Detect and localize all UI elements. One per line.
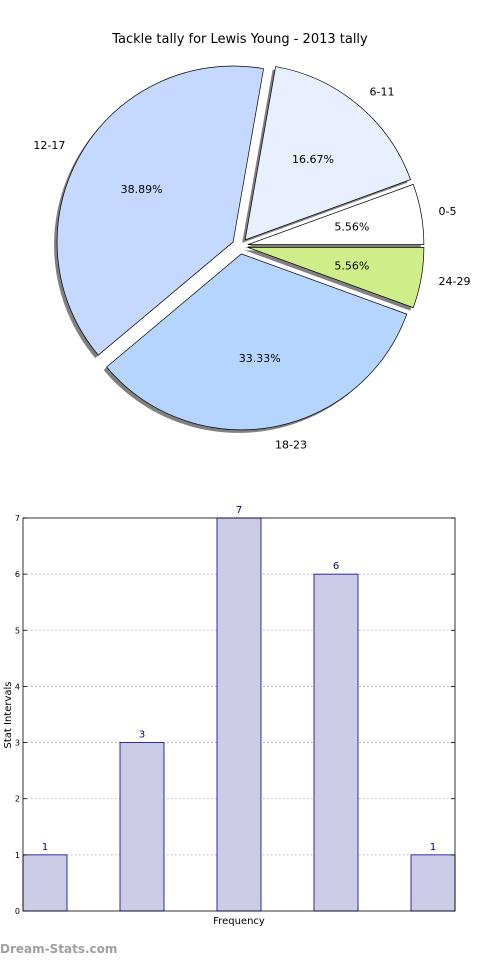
bar-value-label: 1 (42, 842, 48, 853)
bar-value-label: 7 (236, 505, 242, 516)
bar-series (22, 517, 456, 912)
pie-slice-24-29 (247, 247, 425, 309)
pie-slices (56, 65, 425, 431)
bar-value-label: 3 (139, 730, 145, 741)
bar-5 (410, 854, 456, 912)
bar-y-ticks: 0 1 2 3 4 5 6 7 (15, 514, 455, 916)
bar-y-tick-label: 7 (15, 514, 20, 523)
bar-3 (216, 517, 262, 912)
pie-slice-0-5 (247, 183, 425, 245)
bar-y-tick-label: 3 (15, 739, 20, 748)
pie-category-label: 18-23 (275, 439, 307, 452)
pie-slice-12-17 (56, 65, 264, 356)
pie-percent-label: 16.67% (292, 153, 334, 166)
bar-y-tick-label: 1 (15, 851, 20, 860)
bar-value-labels: 1 3 7 6 1 (42, 505, 436, 853)
pie-percent-label: 33.33% (239, 352, 281, 365)
pie-title: Tackle tally for Lewis Young - 2013 tall… (111, 32, 368, 47)
pie-slice-18-23 (106, 253, 408, 431)
pie-percent-label: 5.56% (334, 220, 369, 233)
pie-category-label: 12-17 (33, 139, 65, 152)
bar-y-tick-label: 5 (15, 626, 20, 635)
bar-y-axis-label: Stat Intervals (3, 681, 14, 748)
pie-percent-label: 5.56% (334, 260, 369, 273)
bar-y-tick-label: 6 (15, 570, 20, 579)
bar-2 (119, 742, 165, 912)
bar-4 (313, 573, 359, 912)
pie-category-label: 6-11 (370, 86, 395, 99)
pie-category-label: 0-5 (439, 205, 457, 218)
bar-1 (22, 854, 68, 912)
bar-x-axis-label: Frequency (213, 916, 265, 927)
pie-percent-label: 38.89% (121, 183, 163, 196)
pie-percent-labels: 5.56% 16.67% 38.89% 33.33% 5.56% (121, 153, 370, 365)
bar-y-tick-label: 4 (15, 682, 20, 691)
bar-value-label: 6 (333, 561, 339, 572)
watermark: Dream-Stats.com (0, 942, 118, 956)
pie-slice-6-11 (244, 66, 411, 241)
bar-plot-frame (22, 517, 456, 912)
pie-category-labels: 0-5 6-11 12-17 18-23 24-29 (33, 86, 470, 452)
pie-category-label: 24-29 (439, 275, 471, 288)
bar-value-label: 1 (430, 842, 436, 853)
bar-y-tick-label: 2 (15, 795, 20, 804)
bar-y-tick-label: 0 (15, 907, 20, 916)
